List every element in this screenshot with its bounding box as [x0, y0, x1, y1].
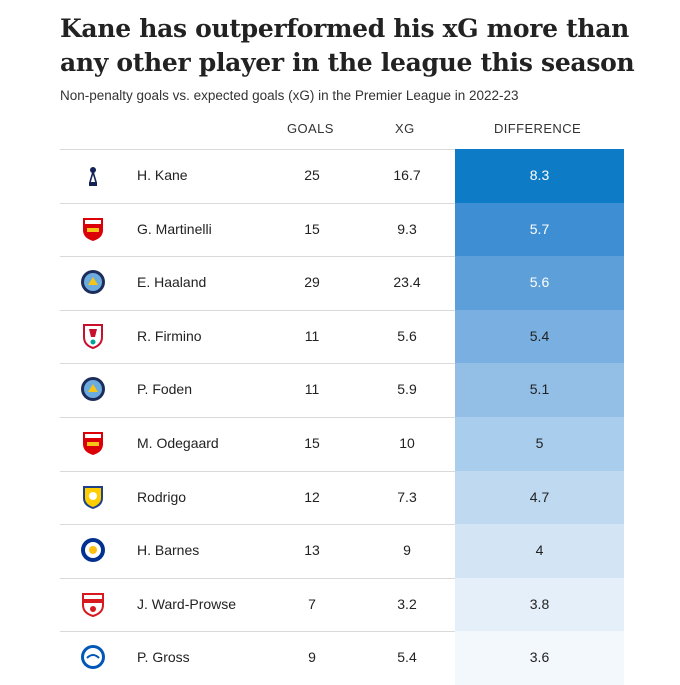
column-header-difference: DIFFERENCE	[494, 121, 582, 136]
difference-cell: 5	[455, 417, 624, 471]
row-divider	[60, 149, 624, 150]
table-row: E. Haaland 29 23.4 5.6	[0, 256, 680, 310]
chart-title: Kane has outperformed his xG more than a…	[60, 14, 635, 77]
row-divider	[60, 631, 624, 633]
row-divider	[60, 309, 624, 311]
liverpool-crest-icon	[80, 323, 106, 349]
difference-cell: 8.3	[455, 149, 624, 203]
player-name: E. Haaland	[137, 274, 207, 291]
goals-value: 13	[304, 542, 320, 559]
table-row: Rodrigo 12 7.3 4.7	[0, 470, 680, 525]
goals-value: 15	[304, 435, 320, 451]
southampton-crest-icon	[80, 591, 106, 617]
goals-value: 15	[304, 220, 320, 237]
player-name: H. Barnes	[137, 542, 200, 559]
table-row: H. Kane 25 16.7 8.3	[0, 149, 680, 203]
xg-value: 9.3	[397, 220, 417, 237]
brighton-crest-icon	[80, 644, 106, 670]
player-name: J. Ward-Prowse	[137, 595, 237, 612]
xg-value: 10	[399, 435, 415, 451]
table-row: P. Foden 11 5.9 5.1	[0, 363, 680, 417]
goals-value: 9	[308, 649, 316, 666]
player-name: P. Foden	[137, 381, 193, 398]
tottenham-crest-icon	[80, 162, 106, 188]
difference-cell: 4	[455, 524, 624, 578]
player-name: G. Martinelli	[137, 220, 212, 237]
difference-cell: 5.7	[455, 202, 624, 257]
table-row: R. Firmino 11 5.6 5.4	[0, 309, 680, 364]
difference-cell: 5.1	[455, 363, 624, 417]
goals-value: 7	[308, 595, 316, 612]
xg-value: 5.6	[397, 327, 417, 344]
player-name: R. Firmino	[137, 327, 202, 344]
difference-cell: 3.6	[455, 631, 624, 685]
leicester-crest-icon	[80, 537, 106, 563]
xg-value: 23.4	[393, 274, 421, 291]
row-divider	[60, 577, 624, 579]
goals-value: 29	[304, 274, 320, 291]
man-city-crest-icon	[80, 376, 106, 402]
table-row: P. Gross 9 5.4 3.6	[0, 631, 680, 685]
arsenal-crest-icon	[80, 216, 106, 242]
player-name: H. Kane	[137, 167, 188, 183]
player-name: Rodrigo	[137, 488, 187, 505]
table-row: G. Martinelli 15 9.3 5.7	[0, 202, 680, 257]
row-divider	[60, 524, 624, 526]
difference-cell: 4.7	[455, 470, 624, 525]
row-divider	[60, 202, 624, 204]
column-header-goals: GOALS	[287, 121, 334, 136]
xg-value: 3.2	[397, 595, 417, 612]
row-divider	[60, 417, 624, 418]
goals-value: 11	[304, 381, 320, 398]
row-divider	[60, 363, 624, 365]
row-divider	[60, 470, 624, 472]
xg-value: 5.4	[397, 649, 417, 666]
xg-value: 9	[403, 542, 411, 559]
table-row: J. Ward-Prowse 7 3.2 3.8	[0, 577, 680, 632]
row-divider	[60, 256, 624, 258]
table-row: M. Odegaard 15 10 5	[0, 417, 680, 471]
column-header-xg: XG	[395, 121, 415, 136]
xg-value: 7.3	[397, 488, 417, 505]
goals-value: 12	[304, 488, 320, 505]
xg-value: 5.9	[397, 381, 417, 398]
player-name: M. Odegaard	[137, 435, 219, 451]
leeds-crest-icon	[80, 484, 106, 510]
chart-subtitle: Non-penalty goals vs. expected goals (xG…	[60, 88, 519, 103]
arsenal-crest-icon	[80, 430, 106, 456]
goals-value: 25	[304, 167, 320, 183]
xg-value: 16.7	[393, 167, 421, 183]
goals-value: 11	[304, 327, 320, 344]
difference-cell: 5.6	[455, 256, 624, 310]
player-name: P. Gross	[137, 649, 190, 666]
difference-cell: 5.4	[455, 309, 624, 364]
table-row: H. Barnes 13 9 4	[0, 524, 680, 578]
man-city-crest-icon	[80, 269, 106, 295]
difference-cell: 3.8	[455, 577, 624, 632]
